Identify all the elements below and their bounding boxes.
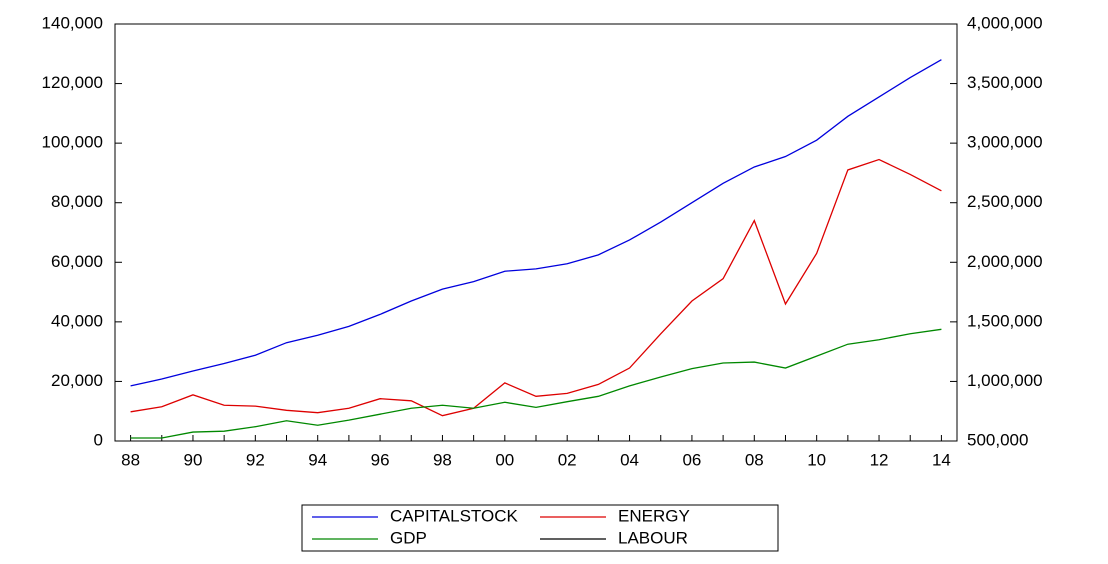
series-line <box>130 59 942 387</box>
y-tick-label: 100,000 <box>42 133 103 152</box>
x-tick-label: 10 <box>807 450 826 469</box>
x-tick-label: 96 <box>371 450 390 469</box>
x-tick-label: 12 <box>870 450 889 469</box>
y2-tick-label: 3,000,000 <box>967 133 1043 152</box>
y2-tick-label: 3,500,000 <box>967 73 1043 92</box>
series-line <box>130 328 942 439</box>
plot-frame <box>114 23 958 442</box>
legend-label: GDP <box>390 528 427 547</box>
x-tick-label: 00 <box>495 450 514 469</box>
y-tick-label: 120,000 <box>42 73 103 92</box>
y-tick-label: 20,000 <box>51 371 103 390</box>
x-tick-label: 02 <box>558 450 577 469</box>
x-tick-label: 92 <box>246 450 265 469</box>
x-tick-label: 88 <box>121 450 140 469</box>
y-tick-label: 140,000 <box>42 13 103 32</box>
legend-label: CAPITALSTOCK <box>390 506 519 525</box>
legend-label: LABOUR <box>618 528 688 547</box>
y2-tick-label: 2,000,000 <box>967 252 1043 271</box>
y2-tick-label: 1,500,000 <box>967 311 1043 330</box>
y-tick-label: 0 <box>94 430 103 449</box>
x-tick-label: 14 <box>932 450 951 469</box>
y2-tick-label: 4,000,000 <box>967 13 1043 32</box>
x-tick-label: 04 <box>620 450 639 469</box>
x-tick-label: 08 <box>745 450 764 469</box>
x-tick-label: 94 <box>308 450 327 469</box>
y2-tick-label: 2,500,000 <box>967 192 1043 211</box>
x-tick-label: 06 <box>682 450 701 469</box>
x-tick-label: 90 <box>184 450 203 469</box>
legend-box <box>301 504 779 552</box>
y-tick-label: 80,000 <box>51 192 103 211</box>
y-tick-label: 60,000 <box>51 252 103 271</box>
y2-tick-label: 1,000,000 <box>967 371 1043 390</box>
x-tick-label: 98 <box>433 450 452 469</box>
legend-label: ENERGY <box>618 506 690 525</box>
y-tick-label: 40,000 <box>51 311 103 330</box>
y2-tick-label: 500,000 <box>967 430 1028 449</box>
series-line <box>130 158 942 417</box>
